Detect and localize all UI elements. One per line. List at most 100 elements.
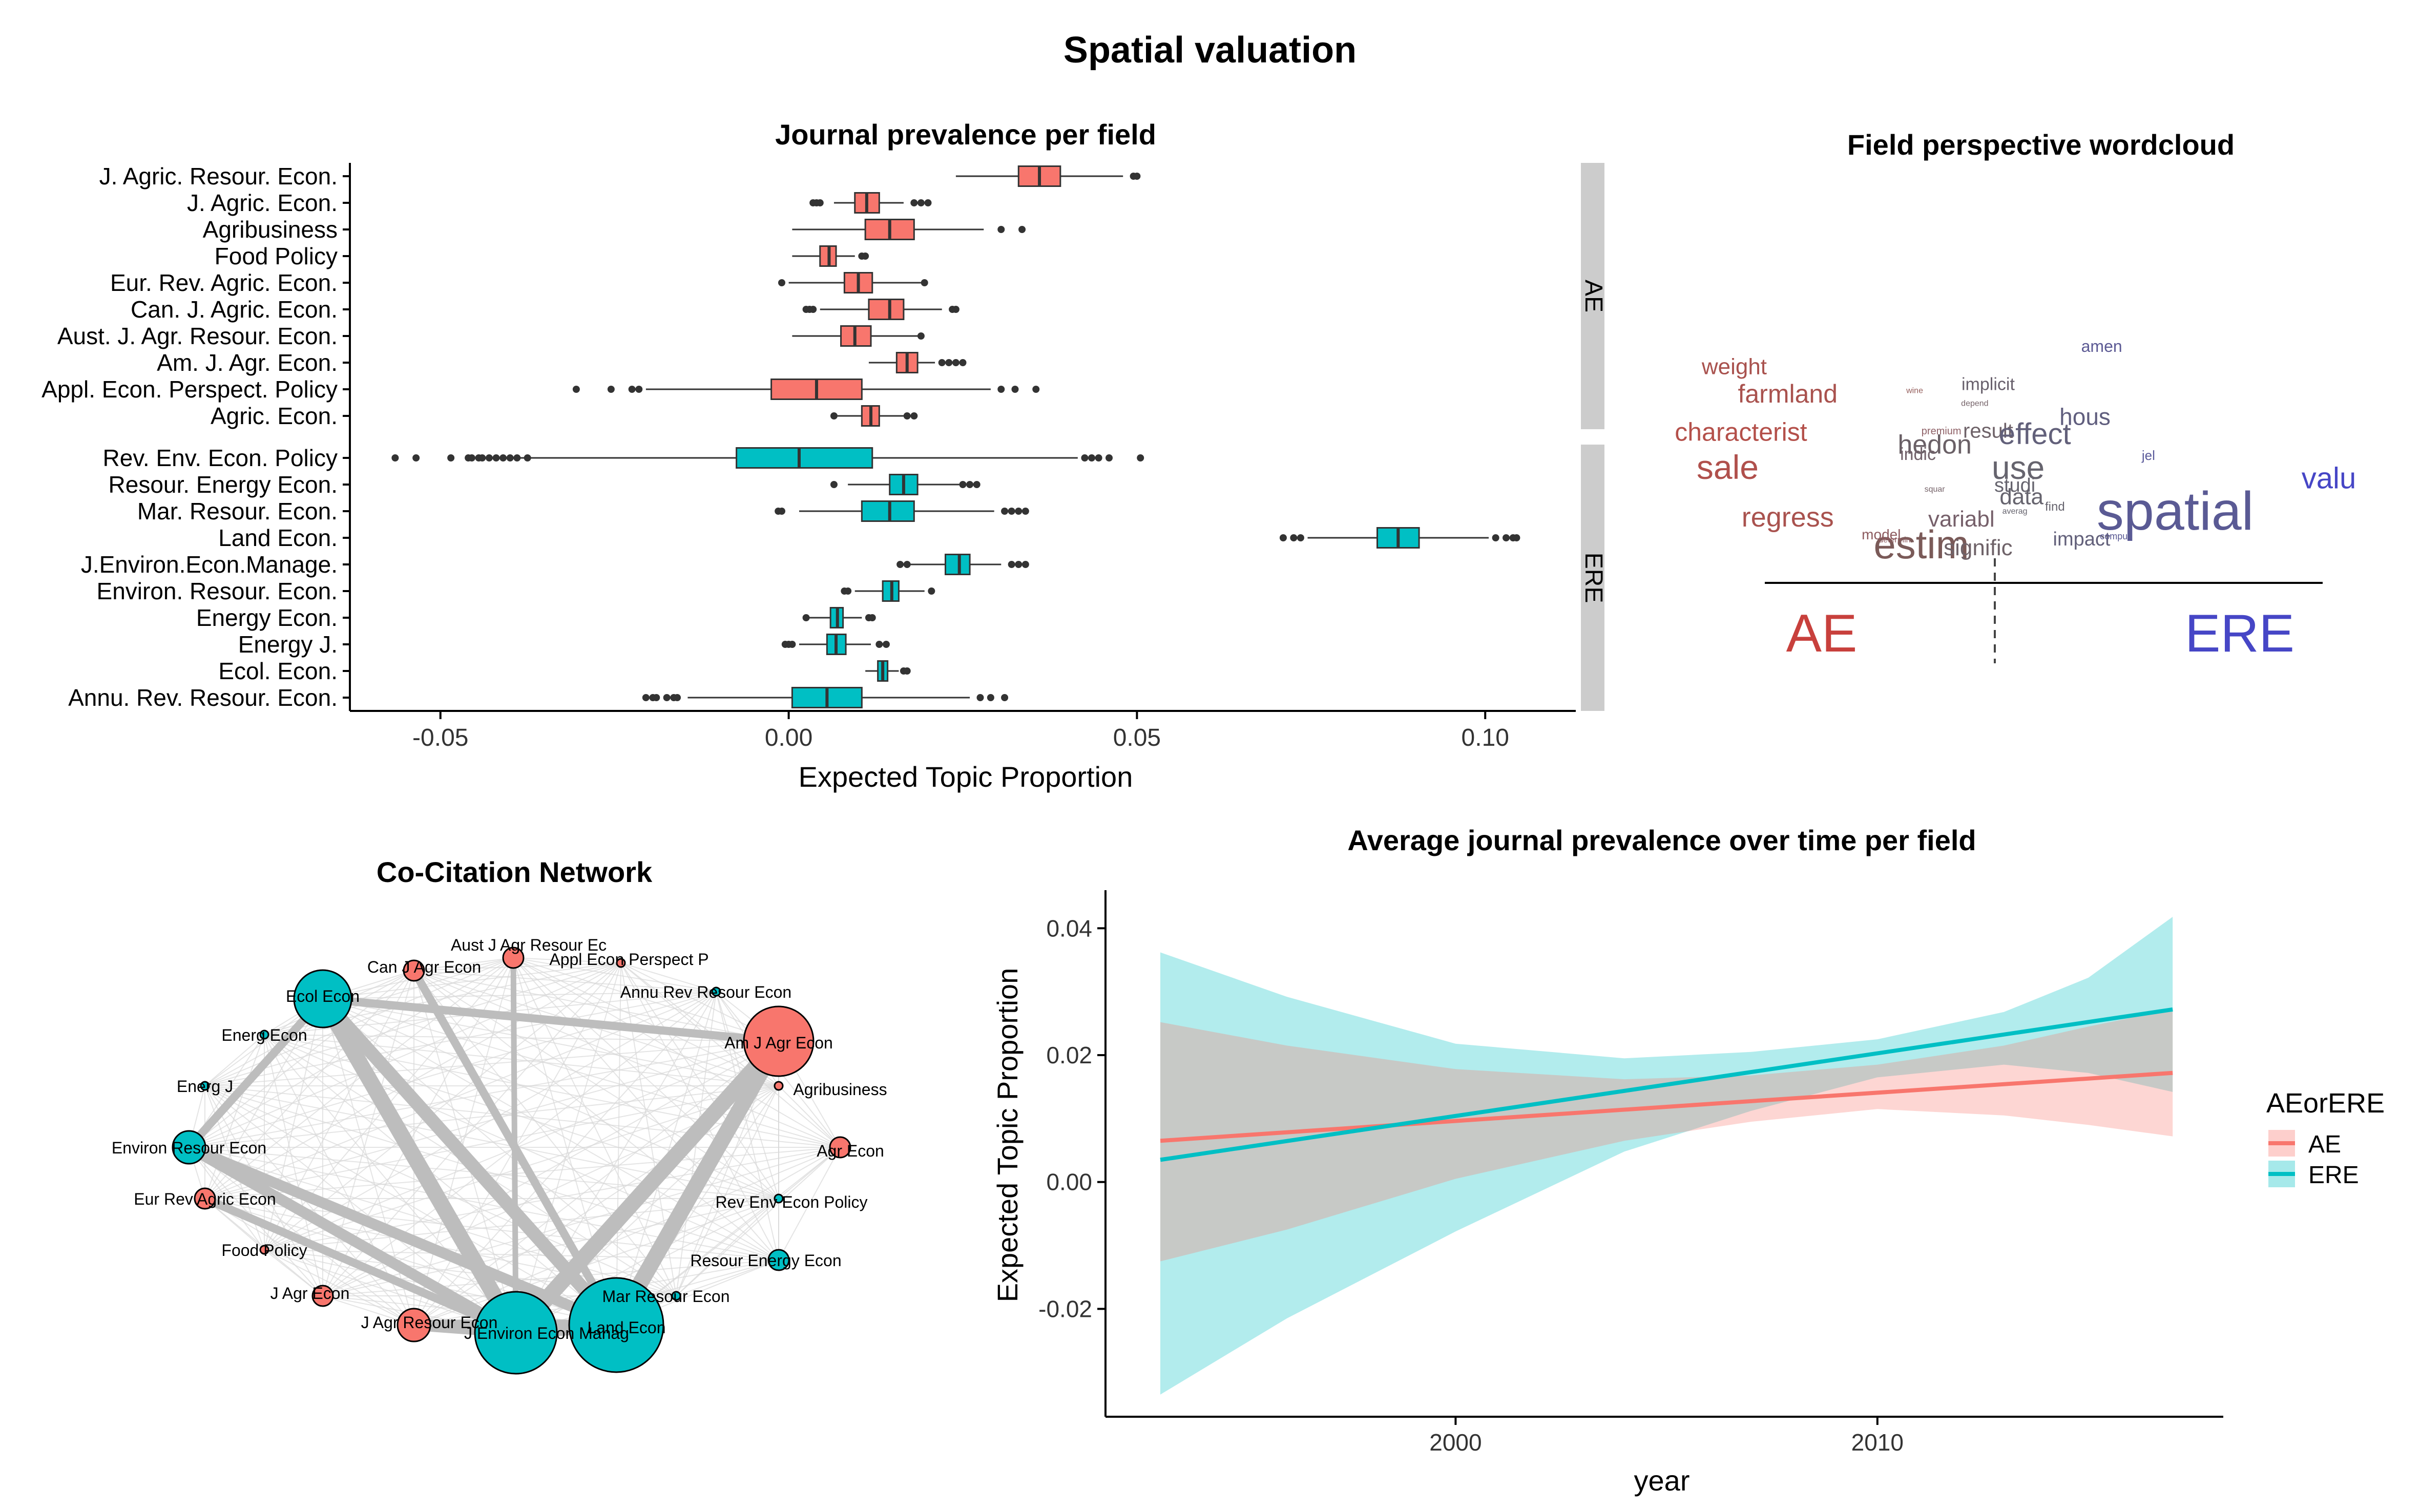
boxplot-x-tick-label: -0.05 xyxy=(412,724,468,751)
network-edge xyxy=(513,957,841,1148)
network-edge xyxy=(264,1034,323,1296)
boxplot-outlier xyxy=(447,454,455,461)
boxplot-outlier xyxy=(1297,534,1304,541)
network-node-label: J Environ Econ Manag xyxy=(464,1324,629,1342)
boxplot-outlier xyxy=(959,359,967,366)
wordcloud-title: Field perspective wordcloud xyxy=(1847,129,2235,161)
network-node-agribusiness xyxy=(774,1081,784,1091)
wordcloud-word: amen xyxy=(2081,337,2122,355)
network-edge-strong xyxy=(609,1037,786,1329)
boxplot-box xyxy=(861,500,915,522)
boxplot-x-tick-label: 0.05 xyxy=(1113,724,1161,751)
boxplot-outlier xyxy=(952,359,959,366)
network-edge xyxy=(204,1034,265,1199)
boxplot-outlier xyxy=(1095,454,1102,461)
wordcloud-word: squar xyxy=(1925,485,1946,494)
boxplot-outlier xyxy=(1011,386,1019,393)
boxplot-outlier xyxy=(924,199,932,206)
wordcloud-word: determin xyxy=(1879,536,1910,544)
network-edge xyxy=(189,1147,265,1250)
network-node-label: Agr Econ xyxy=(817,1142,884,1160)
network-edge-strong xyxy=(186,1142,519,1338)
network-node-j-environ-econ-manag xyxy=(474,1291,558,1375)
boxplot-outlier xyxy=(492,454,500,461)
boxplot-outlier xyxy=(1137,454,1144,461)
boxplot-outlier xyxy=(391,454,399,461)
boxplot-outlier xyxy=(976,694,984,701)
network-edge xyxy=(413,970,779,1261)
network-edge xyxy=(204,1041,779,1086)
boxplot-row-label: Appl. Econ. Perspect. Policy xyxy=(41,376,338,403)
network-edge xyxy=(204,1085,516,1333)
network-edge xyxy=(322,991,717,999)
wordcloud-word: use xyxy=(1992,449,2045,486)
boxplot-outlier xyxy=(499,454,507,461)
network-node-label: Can J Agr Econ xyxy=(367,958,481,976)
trend-y-tick-label: -0.02 xyxy=(1038,1295,1092,1322)
network-edge xyxy=(676,1085,779,1296)
network-edge xyxy=(513,957,677,1296)
network-node-land-econ xyxy=(568,1277,664,1373)
network-edge xyxy=(413,1085,779,1326)
network-edge xyxy=(189,962,621,1148)
boxplot-outlier xyxy=(875,641,883,648)
network-edge xyxy=(264,1034,779,1199)
boxplot-outlier xyxy=(844,587,852,595)
boxplot-outlier xyxy=(607,386,615,393)
network-node-energ-j xyxy=(200,1081,210,1091)
boxplot-outlier xyxy=(1021,561,1029,568)
boxplot-outlier xyxy=(882,641,890,648)
wordcloud-word: signific xyxy=(1944,535,2013,560)
boxplot-row-label: Annu. Rev. Resour. Econ. xyxy=(68,684,338,711)
boxplot-outlier xyxy=(1015,508,1023,515)
boxplot-outlier xyxy=(1492,534,1499,541)
trend-ribbon-ae xyxy=(1160,1009,2173,1262)
network-title: Co-Citation Network xyxy=(377,856,653,888)
wordcloud-word: comput xyxy=(2100,531,2130,541)
boxplot-outlier xyxy=(903,412,911,419)
trend-panel: Average journal prevalence over time per… xyxy=(991,824,2385,1497)
network-edge xyxy=(413,970,717,992)
wordcloud-word: variabl xyxy=(1928,507,1995,532)
wordcloud-word: hedon xyxy=(1897,430,1972,459)
boxplot-outlier xyxy=(917,332,925,340)
network-edge xyxy=(778,1085,841,1148)
network-edge xyxy=(204,1085,779,1261)
wordcloud-word: impact xyxy=(2053,529,2111,550)
network-node-label: Ecol Econ xyxy=(286,987,360,1005)
network-node-label: Mar Resour Econ xyxy=(602,1287,730,1306)
boxplot-outlier xyxy=(952,306,959,313)
network-edge xyxy=(322,1041,779,1296)
boxplot-outlier xyxy=(1001,694,1009,701)
boxplot-row-label: Am. J. Agr. Econ. xyxy=(157,349,338,376)
network-node-can-j-agr-econ xyxy=(403,959,425,982)
boxplot-outlier xyxy=(506,454,514,461)
boxplot-row-label: Resour. Energy Econ. xyxy=(109,471,338,498)
boxplot-row-label: J. Agric. Resour. Econ. xyxy=(99,163,338,190)
wordcloud-label-ae: AE xyxy=(1786,604,1858,663)
boxplot-box xyxy=(868,299,905,320)
boxplot-outlier xyxy=(1105,454,1113,461)
boxplot-outlier xyxy=(1008,508,1015,515)
network-edge xyxy=(264,1249,414,1326)
network-edge-strong xyxy=(510,1036,785,1338)
network-edge xyxy=(620,962,779,1199)
network-edge xyxy=(513,957,621,963)
network-edge xyxy=(204,1085,414,1326)
boxplot-marks: -0.05 0.00 0.05 0.10 AE J. Agric. Resour. Eco… xyxy=(41,163,1607,751)
network-node-label: Resour Energy Econ xyxy=(690,1251,841,1270)
network-node-label: Energ Econ xyxy=(221,1026,307,1044)
wordcloud-word: characterist xyxy=(1675,418,1807,447)
facet-strip-label-ae: AE xyxy=(1580,280,1607,312)
network-edge xyxy=(322,991,717,1296)
boxplot-outlier xyxy=(1513,534,1520,541)
trend-ylabel: Expected Topic Proportion xyxy=(991,968,1024,1303)
network-edge xyxy=(264,1034,516,1333)
boxplot-outlier xyxy=(468,454,475,461)
network-node-label: Aust J Agr Resour Ec xyxy=(451,936,607,954)
boxplot-outlier xyxy=(802,614,810,621)
boxplot-row-label: Environ. Resour. Econ. xyxy=(97,578,338,604)
boxplot-outlier xyxy=(966,481,974,488)
